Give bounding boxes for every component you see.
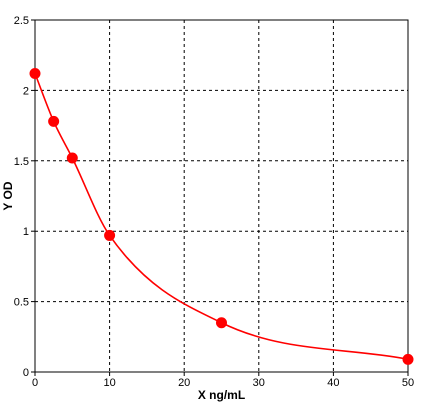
data-point [48,115,60,127]
data-point [29,68,41,80]
x-tick-label: 30 [253,377,265,389]
y-tick-label: 0 [23,367,29,379]
y-tick-label: 1 [23,226,29,238]
data-points-layer [29,68,414,365]
x-tick-label: 20 [178,377,190,389]
x-tick-label: 10 [103,377,115,389]
y-tick-label: 0.5 [14,297,29,309]
y-tick-label: 2 [23,85,29,97]
y-tick-label: 2.5 [14,15,29,27]
y-tick-label: 1.5 [14,156,29,168]
x-axis-label: X ng/mL [198,388,245,402]
fit-curve [34,73,409,361]
axis-ticks: 0 10 20 30 40 50 0 0.5 1 1.5 2 2.5 [14,15,414,389]
data-point [104,229,116,241]
x-tick-label: 40 [327,377,339,389]
x-tick-label: 0 [32,377,38,389]
data-point [402,353,414,365]
data-point [216,317,227,329]
x-tick-label: 50 [402,377,414,389]
plot-area-frame [34,19,409,373]
grid-lines [35,20,408,372]
y-axis-label: Y OD [1,181,15,210]
data-point [66,152,78,164]
fit-curve-layer [34,73,409,361]
